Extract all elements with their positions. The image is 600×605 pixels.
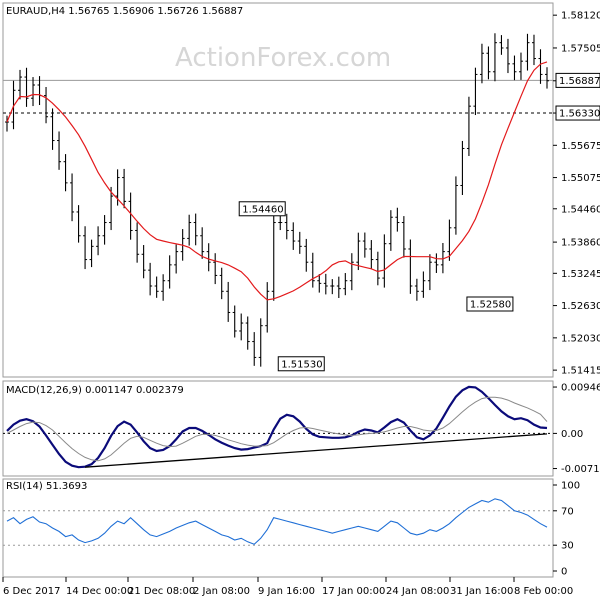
price-annotations: 1.54460 1.52580 1.51530 [238,201,514,372]
price-panel-frame [2,2,554,378]
macd-ytick-label: 0.009466 [561,383,600,394]
price-ytick-label: 1.53245 [561,269,600,280]
watermark: ActionForex.com [175,43,391,73]
price-ytick-label: 1.55675 [561,141,600,152]
price-candles [5,33,549,367]
current-price-box-label: 1.56887 [559,76,600,87]
current-price-box [555,72,600,88]
price-ytick-label: 1.58120 [561,11,600,22]
rsi-ytick-label: 30 [561,541,574,552]
price-ytick-label: 1.51415 [561,366,600,377]
macd-ytick-label: 0.00 [561,429,583,440]
price-panel-header: EURAUD,H4 1.56765 1.56906 1.56726 1.5688… [6,6,243,17]
price-ytick-label: 1.57505 [561,43,600,54]
level-box-label: 1.56330 [559,109,600,120]
price-ytick-label: 1.54460 [561,204,600,215]
macd-signal-line [6,396,548,462]
x-tick-label: 2 Jan 08:00 [193,586,250,597]
moving-average-line [6,61,548,301]
annotation-label: 1.51530 [281,359,322,370]
macd-panel-header: MACD(12,26,9) 0.001147 0.002379 [6,385,184,396]
level-box [555,105,600,121]
price-ytick-label: 1.52630 [561,301,600,312]
rsi-panel-header: RSI(14) 51.3693 [6,481,87,492]
x-tick-label: 24 Jan 08:00 [386,586,449,597]
annotation-box [466,296,514,312]
rsi-ytick-label: 100 [561,481,580,492]
annotation-label: 1.52580 [470,299,511,310]
price-ytick-label: 1.53860 [561,238,600,249]
x-tick-label: 9 Jan 16:00 [258,586,315,597]
macd-y-axis: 0.009466 0.00 -0.007178 [3,383,600,475]
rsi-y-axis: 100 70 30 0 [3,481,580,578]
macd-lines [6,385,548,469]
x-tick-label: 17 Jan 00:00 [322,586,385,597]
macd-line [6,385,548,469]
x-tick-label: 14 Dec 00:00 [66,586,133,597]
price-ytick-label: 1.52030 [561,333,600,344]
macd-panel-frame [2,380,554,477]
rsi-ytick-label: 0 [561,567,567,578]
annotation-box [277,356,325,372]
rsi-lines [6,498,548,545]
macd-ytick-label: -0.007178 [561,464,600,475]
macd-trendline [85,433,548,468]
rsi-line [6,498,548,545]
annotation-label: 1.54460 [242,204,283,215]
x-tick-label: 8 Feb 00:00 [514,586,573,597]
x-tick-label: 21 Dec 08:00 [128,586,195,597]
price-y-axis: 1.58120 1.57505 1.56887 1.56330 1.55675 1.550… [3,11,600,377]
x-tick-label: 6 Dec 2017 [3,586,61,597]
annotation-box [238,201,286,217]
rsi-panel-frame [2,478,554,578]
price-ytick-label: 1.55075 [561,173,600,184]
x-tick-label: 31 Jan 16:00 [450,586,513,597]
rsi-ytick-label: 70 [561,506,574,517]
